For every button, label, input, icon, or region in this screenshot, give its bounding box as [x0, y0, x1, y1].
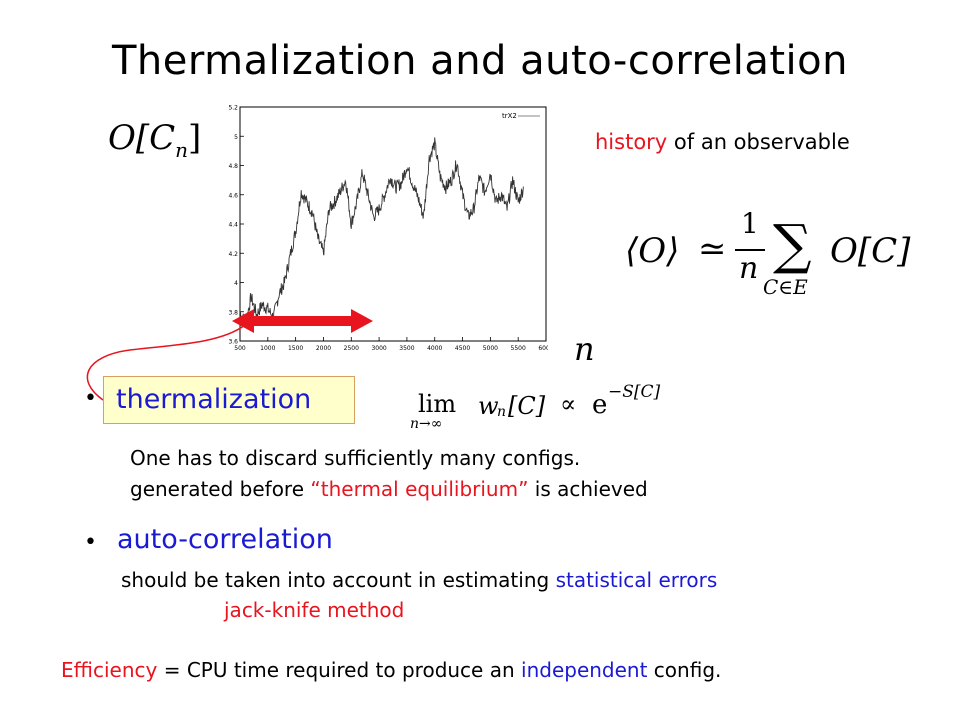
x-ticks: 500 1000 1500 2000 2500 3000 3500 4000 4500 5000 5… — [234, 337, 548, 352]
x-tick-label: 6000 — [538, 345, 548, 352]
history-word: history — [595, 130, 668, 154]
bullet-dot-2: • — [84, 530, 97, 555]
efficiency-mid: = CPU time required to produce an — [157, 658, 522, 682]
x-tick-label: 5500 — [511, 345, 526, 352]
x-tick-label: 3500 — [399, 345, 414, 352]
history-caption: history of an observable — [595, 130, 850, 154]
series-line — [240, 137, 524, 327]
slide-title: Thermalization and auto-correlation — [112, 38, 848, 84]
history-plot: 3.6 3.8 4 4.2 4.4 4.6 4.8 5 5.2 500 1000 1500 2000 2… — [228, 105, 548, 353]
connector-curve — [86, 324, 246, 401]
therm-line2-red: “thermal equilibrium” — [310, 477, 529, 501]
y-tick-label: 4.6 — [228, 192, 238, 199]
autocorr-line1-pre: should be taken into account in estimati… — [121, 568, 556, 592]
limit-formula: lim n→∞ w n [C] ∝ e −S[C] — [410, 380, 700, 440]
thermalization-box — [103, 376, 355, 424]
thermalization-line-1: One has to discard sufficiently many con… — [130, 446, 581, 470]
independent-word: independent — [521, 658, 648, 682]
y-tick-label: 4 — [234, 280, 238, 287]
eq-fraction-bar — [735, 249, 765, 251]
eq-approx: ≃ — [698, 229, 727, 269]
eq-sum-index: C∈E — [763, 275, 808, 299]
y-ticks: 3.6 3.8 4 4.2 4.4 4.6 4.8 5 5.2 — [228, 105, 244, 346]
limit-w-sub: n — [497, 404, 507, 420]
x-tick-label: 2500 — [344, 345, 359, 352]
eq-numerator: 1 — [741, 207, 759, 240]
limit-arg: [C] — [508, 392, 546, 420]
limit-exponent: −S[C] — [608, 382, 661, 402]
limit-lim: lim — [418, 390, 457, 418]
y-tick-label: 5 — [234, 134, 238, 141]
y-tick-label: 3.6 — [228, 339, 238, 346]
x-tick-label: 4000 — [427, 345, 442, 352]
y-tick-label: 4.8 — [228, 163, 238, 170]
limit-e: e — [592, 390, 608, 420]
x-tick-label: 5000 — [483, 345, 498, 352]
therm-line2-post: is achieved — [528, 477, 648, 501]
y-axis-symbol-sub: n — [175, 137, 189, 162]
efficiency-end: config. — [647, 658, 722, 682]
x-tick-label: 4500 — [455, 345, 470, 352]
y-axis-symbol-close: ] — [188, 118, 202, 158]
y-tick-label: 5.2 — [228, 105, 238, 112]
plot-frame — [239, 106, 547, 342]
bullet-dot-1: • — [84, 386, 97, 411]
eq-denominator: n — [739, 251, 759, 286]
thermalization-label: thermalization — [116, 384, 312, 415]
autocorr-line-1: should be taken into account in estimati… — [121, 568, 717, 592]
x-tick-label: 3000 — [371, 345, 386, 352]
eq-rhs: O[C] — [830, 231, 911, 271]
history-rest: of an observable — [667, 130, 850, 154]
y-tick-label: 4.2 — [228, 251, 238, 258]
limit-w: w — [478, 392, 499, 420]
x-tick-label: 2000 — [316, 345, 331, 352]
limit-prop: ∝ — [560, 390, 577, 418]
average-equation: ⟨O⟩ ≃ 1 n ∑ C∈E O[C] — [625, 205, 925, 305]
x-tick-label: 1500 — [288, 345, 303, 352]
y-axis-symbol: O[Cn] — [108, 118, 201, 162]
arrow-shape — [232, 309, 373, 333]
efficiency-line: Efficiency = CPU time required to produc… — [61, 658, 721, 682]
eq-lhs: ⟨O⟩ — [625, 231, 680, 271]
y-axis-symbol-main: O[C — [108, 118, 176, 158]
y-tick-label: 4.4 — [228, 222, 238, 229]
y-tick-label: 3.8 — [228, 309, 238, 316]
therm-line2-pre: generated before — [130, 477, 311, 501]
limit-sub: n→∞ — [410, 416, 443, 432]
x-tick-label: 1000 — [260, 345, 275, 352]
thermalization-arrow — [232, 309, 373, 333]
thermalization-line-2: generated before “thermal equilibrium” i… — [130, 477, 648, 501]
autocorr-line1-blue: statistical errors — [555, 568, 718, 592]
efficiency-word: Efficiency — [61, 658, 158, 682]
x-tick-label: 500 — [234, 345, 246, 352]
x-axis-symbol: n — [574, 330, 595, 368]
autocorr-label: auto-correlation — [117, 524, 333, 555]
legend-label: trX2 — [502, 112, 517, 120]
eq-sum: ∑ — [773, 213, 812, 276]
autocorr-line-2: jack-knife method — [224, 598, 405, 622]
